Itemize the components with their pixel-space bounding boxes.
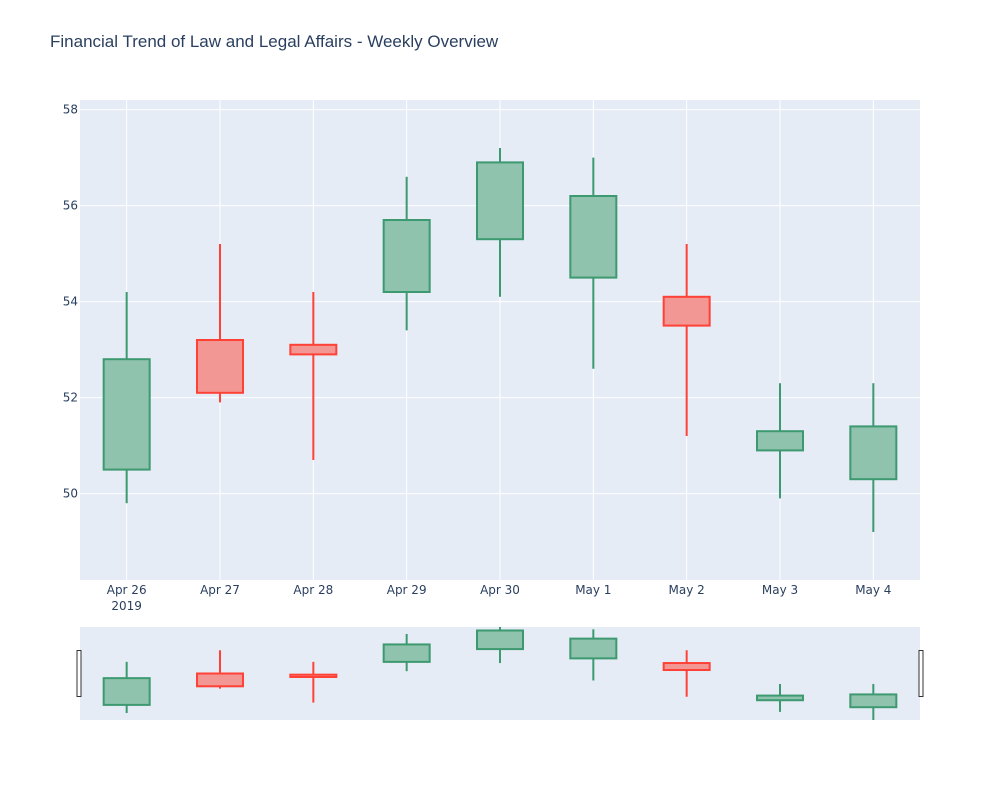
slider-candle-may-1[interactable] xyxy=(569,629,618,681)
slider-candle-apr-28[interactable] xyxy=(289,661,338,703)
slider-candle-apr-27[interactable] xyxy=(196,650,244,689)
x-tick-label: May 3 xyxy=(762,583,798,597)
y-tick-label: 58 xyxy=(63,103,78,117)
x-tick-label: May 4 xyxy=(855,583,891,597)
x-tick-label: Apr 28 xyxy=(293,583,333,597)
candle-body xyxy=(289,673,338,678)
candle-body xyxy=(382,219,431,293)
candle-body xyxy=(662,662,711,672)
candle-body xyxy=(476,629,524,651)
x-tick-label: Apr 30 xyxy=(480,583,520,597)
candle-body xyxy=(476,161,524,241)
candle-apr-26[interactable] xyxy=(102,292,151,504)
candle-body xyxy=(569,637,618,660)
y-tick-label: 52 xyxy=(63,391,78,405)
candle-body xyxy=(756,430,804,452)
candle-may-1[interactable] xyxy=(569,157,618,369)
candle-may-2[interactable] xyxy=(662,244,711,436)
candle-apr-30[interactable] xyxy=(476,148,524,297)
candle-body xyxy=(662,295,711,327)
slider-candle-may-2[interactable] xyxy=(662,650,711,697)
candle-apr-27[interactable] xyxy=(196,244,244,403)
y-tick-label: 56 xyxy=(63,199,78,213)
candle-body xyxy=(102,358,151,471)
candle-body xyxy=(849,693,898,709)
chart-title: Financial Trend of Law and Legal Affairs… xyxy=(50,32,499,51)
slider-candle-may-4[interactable] xyxy=(849,683,898,720)
slider-candle-may-3[interactable] xyxy=(756,683,804,712)
range-slider-left-handle[interactable] xyxy=(76,650,82,697)
candle-body xyxy=(756,694,804,702)
candle-body xyxy=(289,343,338,356)
range-slider[interactable] xyxy=(76,627,924,720)
candle-apr-28[interactable] xyxy=(289,292,338,460)
x-tick-label: Apr 27 xyxy=(200,583,240,597)
x-tick-label: Apr 29 xyxy=(387,583,427,597)
candle-body xyxy=(196,672,244,688)
y-tick-label: 50 xyxy=(63,487,78,501)
candle-body xyxy=(196,339,244,394)
range-slider-right-handle[interactable] xyxy=(918,650,924,697)
x-tick-label: May 2 xyxy=(669,583,705,597)
candle-may-3[interactable] xyxy=(756,383,804,499)
slider-candle-apr-30[interactable] xyxy=(476,627,524,664)
candle-body xyxy=(849,425,898,481)
x-tick-year-label: 2019 xyxy=(111,599,142,613)
main-plot-area: 50 52 54 56 58 Apr 26 Apr 27 Apr 28 Apr 29 Apr 30… xyxy=(63,100,920,613)
x-tick-label: Apr 26 xyxy=(107,583,147,597)
candle-may-4[interactable] xyxy=(849,383,898,532)
y-tick-label: 54 xyxy=(63,295,78,309)
candle-body xyxy=(382,643,431,663)
slider-candle-apr-29[interactable] xyxy=(382,633,431,672)
slider-candle-apr-26[interactable] xyxy=(102,661,151,714)
candle-body xyxy=(102,677,151,706)
candle-apr-29[interactable] xyxy=(382,176,431,331)
candle-body xyxy=(569,195,618,279)
x-tick-label: May 1 xyxy=(575,583,611,597)
